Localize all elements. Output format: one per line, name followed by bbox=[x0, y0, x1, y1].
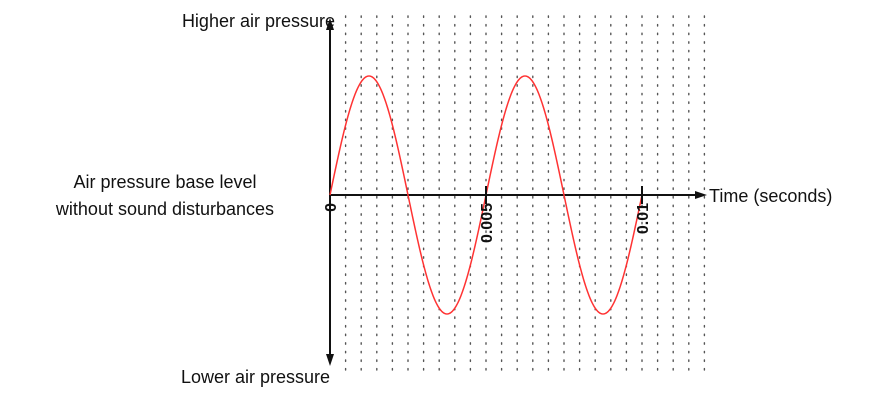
x-axis-arrow-right-icon bbox=[695, 191, 707, 199]
x-tick-label: 0.01 bbox=[635, 203, 652, 234]
x-tick-label: 0 bbox=[323, 203, 340, 212]
y-axis-top-label: Higher air pressure bbox=[182, 11, 335, 31]
x-tick-label: 0.005 bbox=[479, 203, 496, 243]
y-axis-bottom-label: Lower air pressure bbox=[181, 367, 330, 387]
x-axis-label: Time (seconds) bbox=[709, 186, 832, 206]
y-axis-arrow-up-icon bbox=[326, 18, 334, 30]
baseline-label-line1: Air pressure base level bbox=[73, 172, 256, 192]
y-axis-arrow-down-icon bbox=[326, 354, 334, 366]
baseline-label-line2: without sound disturbances bbox=[55, 199, 274, 219]
